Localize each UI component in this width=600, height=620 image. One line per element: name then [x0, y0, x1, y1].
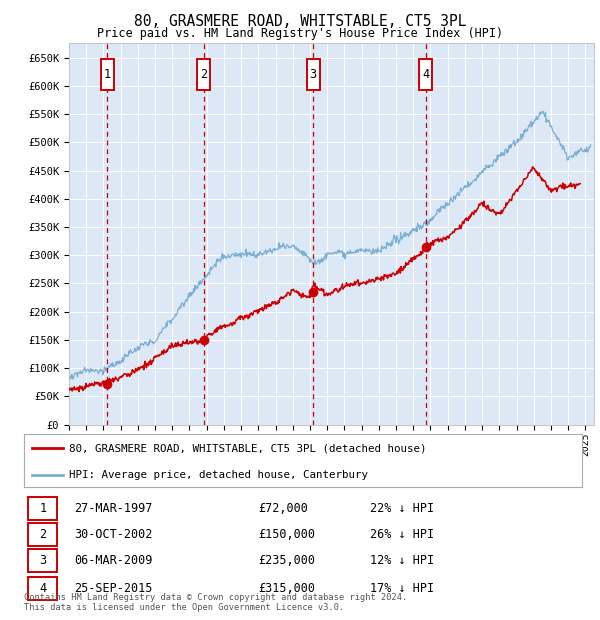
Text: 3: 3	[40, 554, 47, 567]
Text: 1: 1	[40, 502, 47, 515]
Text: 4: 4	[40, 582, 47, 595]
FancyBboxPatch shape	[197, 60, 211, 90]
Text: 27-MAR-1997: 27-MAR-1997	[74, 502, 152, 515]
Text: 3: 3	[310, 68, 317, 81]
Text: HPI: Average price, detached house, Canterbury: HPI: Average price, detached house, Cant…	[68, 470, 368, 480]
Text: 1: 1	[104, 68, 111, 81]
Text: £150,000: £150,000	[259, 528, 316, 541]
Text: 80, GRASMERE ROAD, WHITSTABLE, CT5 3PL (detached house): 80, GRASMERE ROAD, WHITSTABLE, CT5 3PL (…	[68, 443, 426, 453]
Text: 12% ↓ HPI: 12% ↓ HPI	[370, 554, 434, 567]
Text: £315,000: £315,000	[259, 582, 316, 595]
FancyBboxPatch shape	[101, 60, 114, 90]
Text: 2: 2	[200, 68, 208, 81]
FancyBboxPatch shape	[28, 523, 58, 546]
FancyBboxPatch shape	[28, 549, 58, 572]
Text: 2: 2	[40, 528, 47, 541]
Text: 26% ↓ HPI: 26% ↓ HPI	[370, 528, 434, 541]
Text: 17% ↓ HPI: 17% ↓ HPI	[370, 582, 434, 595]
Text: 30-OCT-2002: 30-OCT-2002	[74, 528, 152, 541]
Text: £235,000: £235,000	[259, 554, 316, 567]
Text: Price paid vs. HM Land Registry's House Price Index (HPI): Price paid vs. HM Land Registry's House …	[97, 27, 503, 40]
FancyBboxPatch shape	[307, 60, 320, 90]
Text: 06-MAR-2009: 06-MAR-2009	[74, 554, 152, 567]
FancyBboxPatch shape	[28, 497, 58, 520]
Text: £72,000: £72,000	[259, 502, 308, 515]
Text: Contains HM Land Registry data © Crown copyright and database right 2024.
This d: Contains HM Land Registry data © Crown c…	[24, 593, 407, 612]
FancyBboxPatch shape	[419, 60, 433, 90]
Text: 80, GRASMERE ROAD, WHITSTABLE, CT5 3PL: 80, GRASMERE ROAD, WHITSTABLE, CT5 3PL	[134, 14, 466, 29]
Text: 25-SEP-2015: 25-SEP-2015	[74, 582, 152, 595]
FancyBboxPatch shape	[28, 577, 58, 600]
Text: 4: 4	[422, 68, 430, 81]
Text: 22% ↓ HPI: 22% ↓ HPI	[370, 502, 434, 515]
